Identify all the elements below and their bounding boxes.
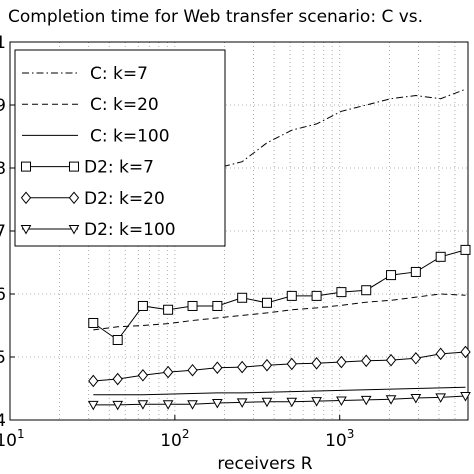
marker	[311, 357, 322, 370]
x-tick-label: 101	[0, 427, 25, 451]
marker	[460, 392, 471, 402]
marker	[237, 292, 248, 303]
marker	[162, 365, 174, 379]
marker	[187, 400, 198, 410]
y-tick-label: 7	[0, 222, 6, 242]
legend-label: D2: k=20	[84, 189, 165, 209]
marker	[410, 351, 421, 365]
marker	[385, 353, 397, 367]
series-line	[93, 351, 466, 382]
marker	[21, 161, 31, 172]
marker	[311, 290, 322, 301]
x-tick-base: 10	[0, 431, 17, 451]
marker	[237, 360, 248, 374]
y-tick-label: 6	[0, 285, 6, 305]
marker	[69, 161, 79, 172]
legend-label: C: k=7	[90, 64, 148, 84]
marker	[336, 396, 347, 406]
legend-label: D2: k=100	[84, 220, 176, 240]
y-tick-label: 4	[0, 411, 6, 431]
series-line	[93, 395, 466, 406]
marker	[360, 395, 372, 406]
y-tick-label: 9	[0, 96, 6, 116]
marker	[361, 285, 372, 296]
marker	[261, 397, 273, 408]
legend-label: C: k=100	[90, 126, 170, 146]
marker	[385, 395, 397, 405]
marker	[435, 347, 446, 361]
marker	[162, 400, 174, 410]
marker	[112, 334, 123, 345]
legend-label: D2: k=7	[84, 158, 154, 178]
marker	[410, 393, 422, 404]
x-tick-label: 102	[160, 427, 189, 451]
series-line	[93, 293, 466, 331]
marker	[236, 398, 248, 408]
marker	[286, 397, 298, 408]
marker	[212, 300, 223, 311]
series	[93, 293, 466, 331]
marker	[286, 357, 297, 371]
marker	[88, 374, 99, 388]
marker	[386, 270, 397, 281]
marker	[88, 317, 99, 328]
marker	[261, 297, 272, 308]
marker	[336, 355, 347, 369]
y-tick-label: 1	[0, 33, 6, 53]
marker	[211, 398, 223, 409]
y-tick-label: 8	[0, 159, 6, 179]
marker	[435, 251, 446, 262]
marker	[20, 191, 32, 205]
series	[88, 244, 471, 345]
marker	[20, 225, 32, 235]
marker	[361, 354, 372, 368]
series	[88, 345, 471, 388]
marker	[87, 400, 99, 411]
x-tick-base: 10	[160, 431, 182, 451]
chart-title: Completion time for Web transfer scenari…	[8, 7, 423, 27]
x-tick-exponent: 3	[347, 427, 355, 441]
marker	[187, 300, 198, 311]
marker	[460, 244, 471, 255]
series	[93, 88, 466, 232]
legend-label: C: k=20	[90, 95, 159, 115]
marker	[112, 372, 123, 386]
marker	[187, 363, 198, 377]
series	[87, 392, 471, 411]
marker	[68, 191, 80, 205]
marker	[435, 393, 447, 403]
x-tick-exponent: 1	[17, 427, 25, 441]
series-line	[92, 249, 466, 341]
legend: C: k=7 C: k=20 C: k=100 D2: k=7 D2: k=20 D2: …	[14, 49, 226, 247]
marker	[137, 368, 149, 382]
series-line	[93, 386, 466, 396]
marker	[286, 290, 297, 301]
legend-box	[14, 49, 226, 247]
marker	[112, 400, 124, 411]
x-tick-label: 103	[325, 427, 354, 451]
marker	[137, 300, 148, 311]
x-tick-exponent: 2	[182, 427, 190, 441]
marker	[212, 361, 223, 374]
marker	[261, 358, 273, 372]
x-tick-base: 10	[325, 431, 347, 451]
marker	[336, 287, 347, 298]
marker	[68, 225, 80, 235]
marker	[410, 266, 421, 277]
marker	[137, 400, 149, 410]
y-tick-label: 5	[0, 348, 6, 368]
series-line	[93, 88, 466, 232]
x-axis-label: receivers R	[217, 454, 312, 474]
marker	[163, 304, 174, 315]
marker	[311, 397, 322, 407]
series	[93, 386, 466, 396]
marker	[460, 345, 471, 359]
